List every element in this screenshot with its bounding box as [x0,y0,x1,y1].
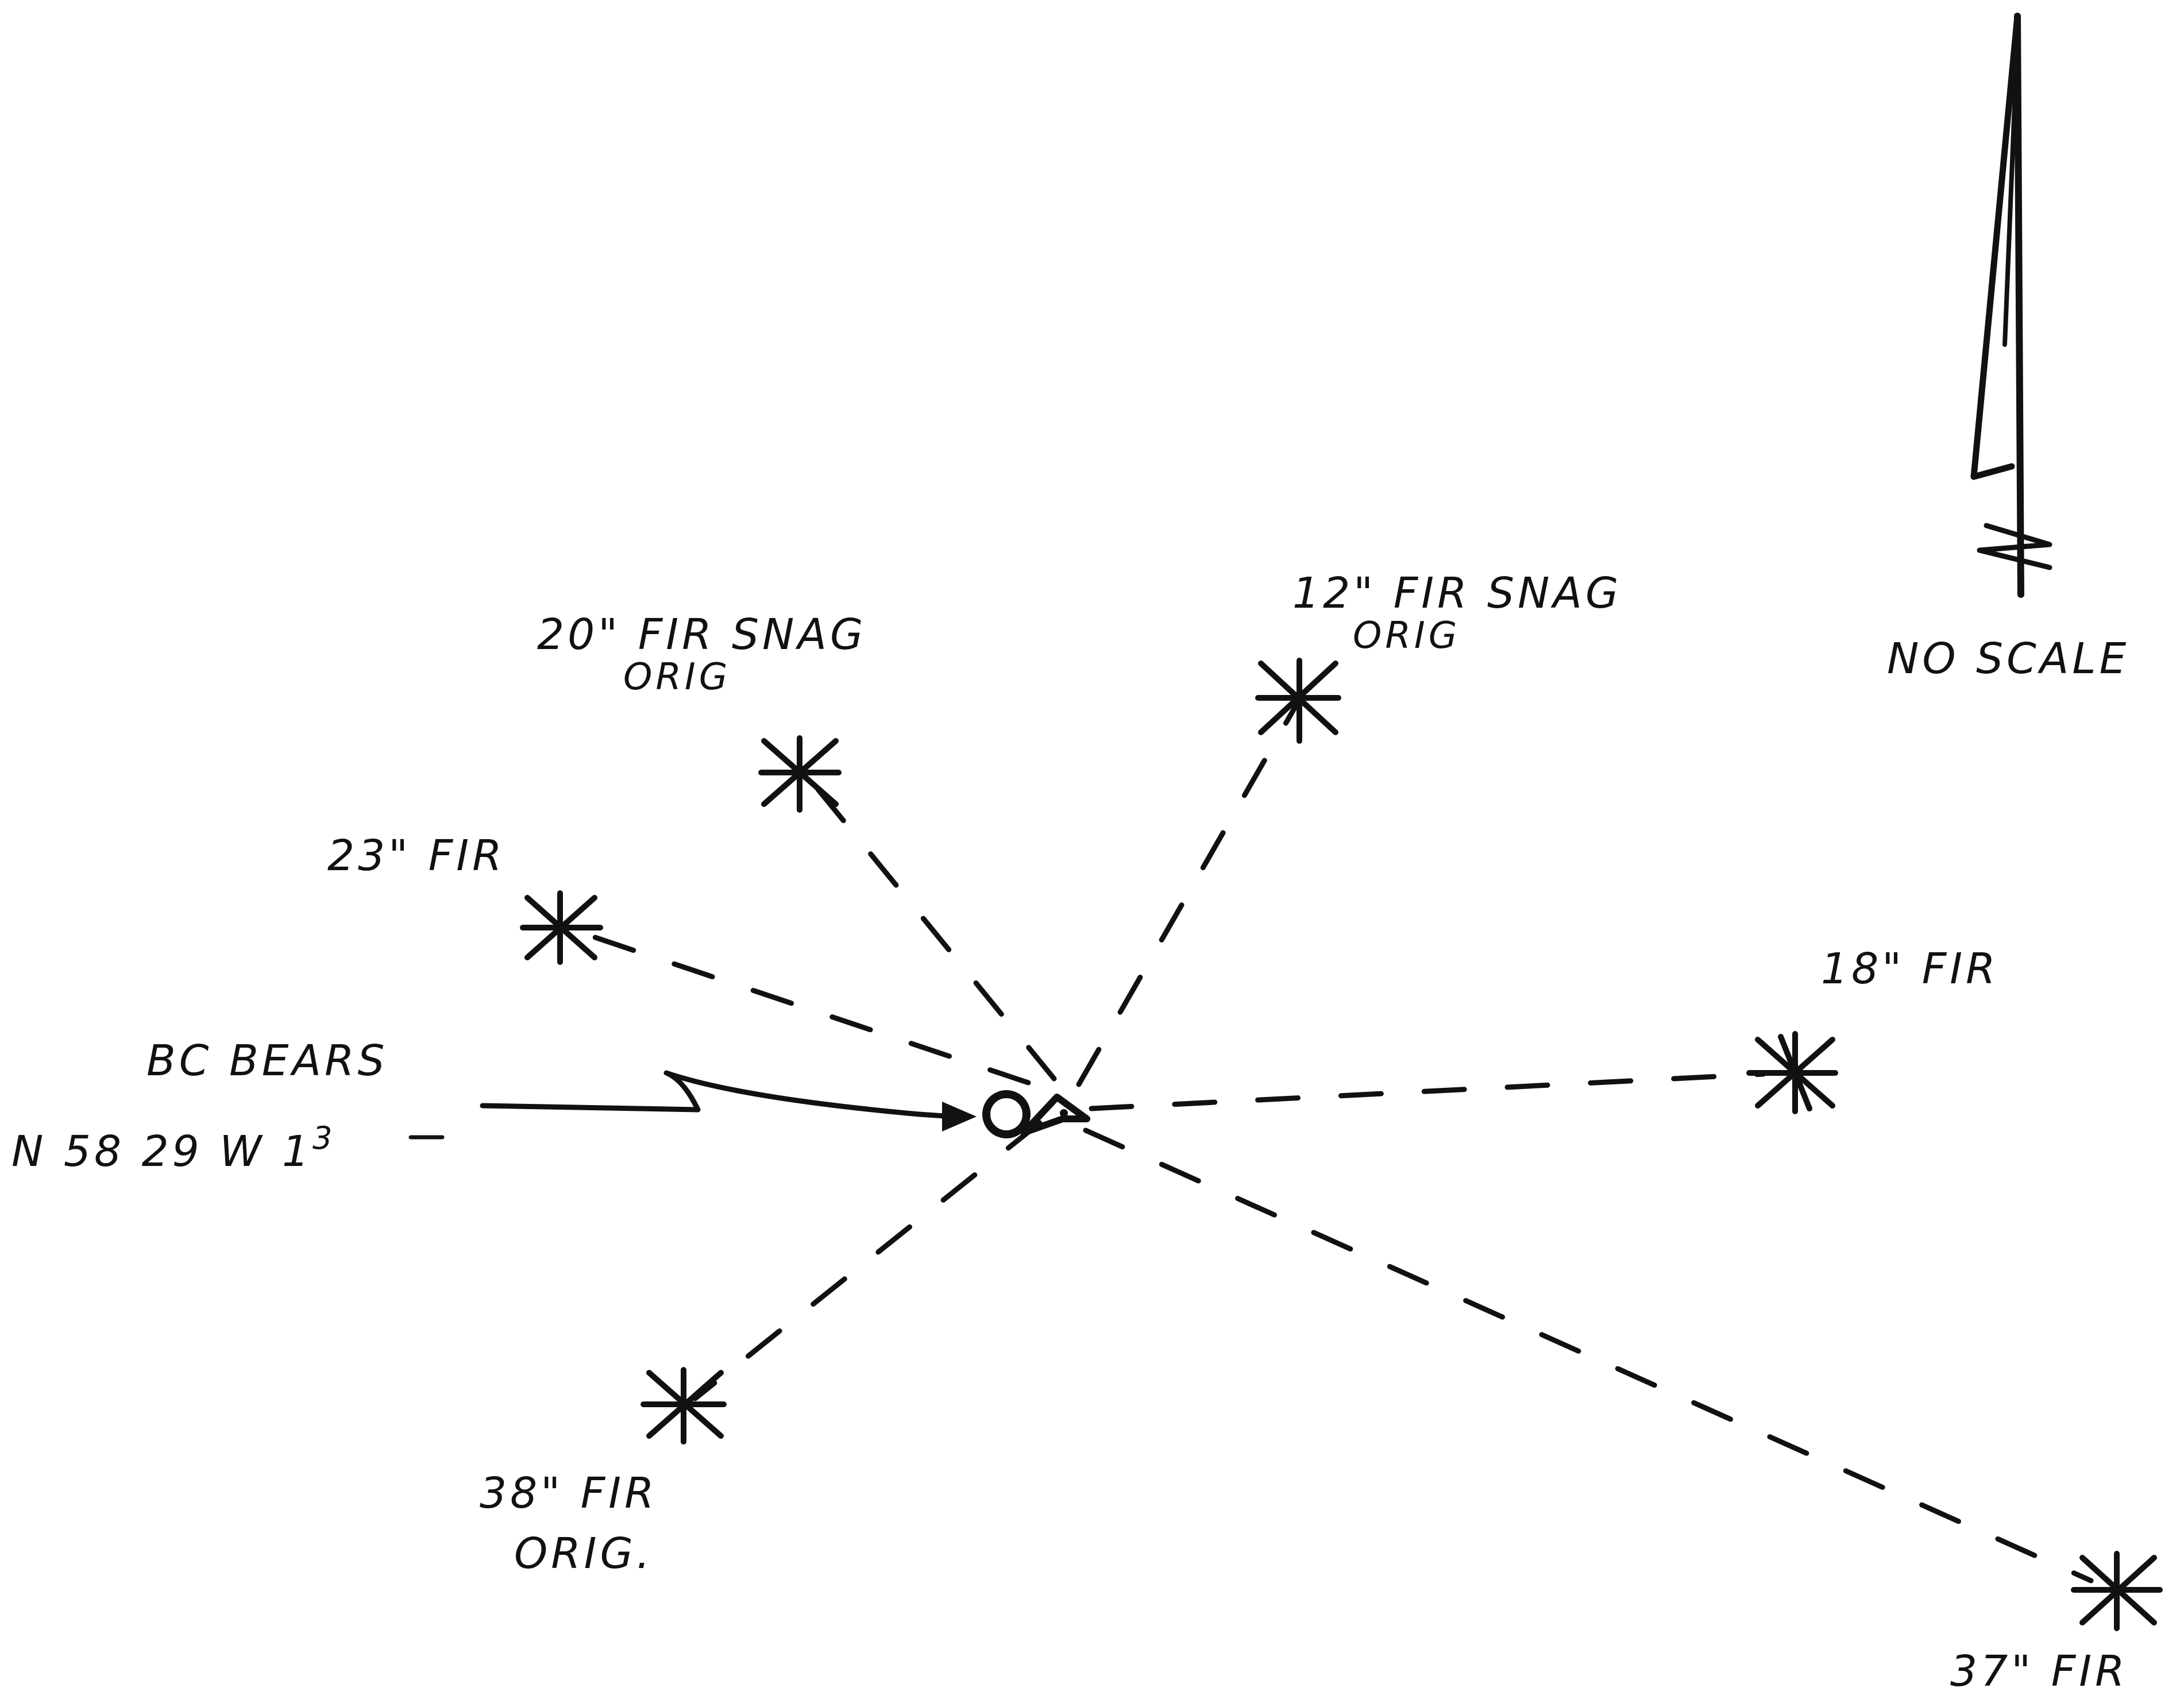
fir-38-tree-icon [640,1367,727,1445]
north-letter-icon [1977,523,2052,570]
fir-37-label: 37" FIR [1950,1647,2128,1696]
fir-20-sublabel: ORIG [623,656,731,698]
line-to-fir-23 [572,928,1031,1086]
bearing-lines [572,697,2094,1584]
fir-18-label: 18" FIR [1821,944,1999,994]
line-to-fir-12 [1076,697,1302,1087]
fir-18-tree-icon [1746,1031,1838,1114]
line-to-fir-38 [692,1120,1043,1401]
corner-bearing-value: N 58 29 W 13 [11,1120,335,1176]
fir-12-label: 12" FIR SNAG [1292,569,1622,618]
fir-23-tree-icon [520,890,603,965]
north-arrow [1970,13,2052,598]
bearing-pointer-arrow [480,1070,977,1132]
line-to-fir-18 [1089,1071,1766,1111]
fir-12-tree-icon [1255,658,1341,744]
north-arrow-shaft [2014,13,2024,598]
fir-38-label: 38" FIR [480,1469,658,1518]
corner-monument-icon [982,1090,1090,1138]
corner-bearing-label: BC BEARS [146,1036,388,1086]
fir-20-label: 20" FIR SNAG [537,610,866,659]
fir-20-tree-icon [758,735,842,813]
line-to-fir-20 [801,770,1057,1082]
north-arrow-head [1970,13,2021,480]
no-scale-note: NO SCALE [1887,634,2129,683]
fir-38-sublabel: ORIG. [514,1529,653,1578]
fir-37-tree-icon [2071,1551,2163,1631]
fir-12-sublabel: ORIG [1353,615,1460,657]
line-to-fir-37 [1083,1127,2094,1584]
fir-23-label: 23" FIR [327,831,506,881]
